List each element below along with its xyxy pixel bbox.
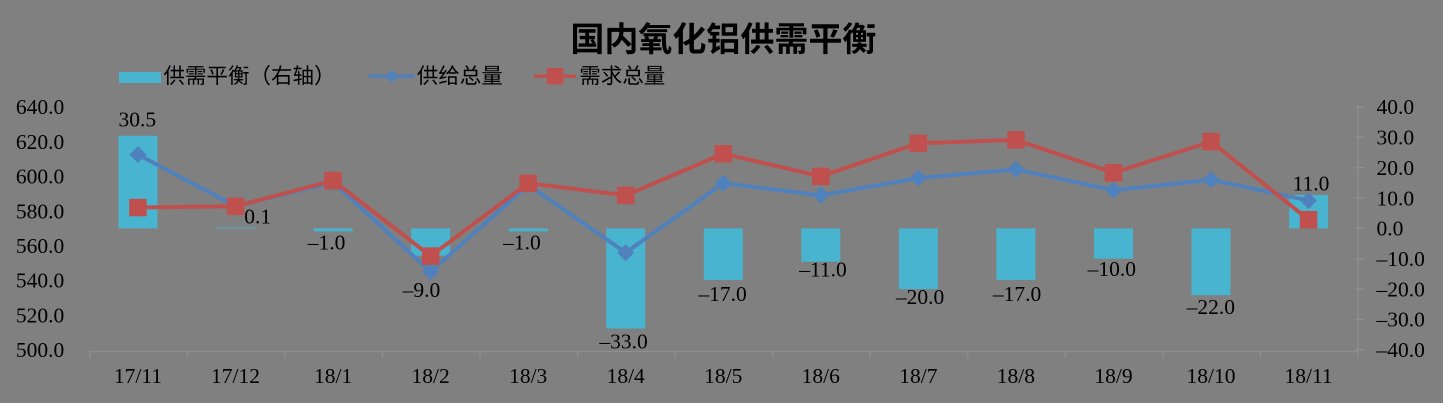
svg-text:18/10: 18/10 xyxy=(1187,364,1236,388)
svg-text:18/3: 18/3 xyxy=(509,364,547,388)
svg-text:18/9: 18/9 xyxy=(1094,364,1132,388)
svg-text:0.0: 0.0 xyxy=(1377,217,1404,241)
svg-text:–1.0: –1.0 xyxy=(502,230,541,254)
svg-text:580.0: 580.0 xyxy=(16,199,64,223)
svg-text:18/5: 18/5 xyxy=(704,364,742,388)
svg-text:–9.0: –9.0 xyxy=(402,278,441,302)
svg-text:20.0: 20.0 xyxy=(1377,156,1415,180)
svg-text:18/8: 18/8 xyxy=(997,364,1035,388)
svg-text:30.0: 30.0 xyxy=(1377,126,1415,150)
svg-text:30.5: 30.5 xyxy=(118,107,156,131)
svg-text:18/1: 18/1 xyxy=(314,364,352,388)
svg-text:18/2: 18/2 xyxy=(411,364,449,388)
svg-text:–40.0: –40.0 xyxy=(1376,338,1425,362)
svg-text:–22.0: –22.0 xyxy=(1186,295,1235,319)
svg-text:520.0: 520.0 xyxy=(16,303,64,327)
svg-text:–17.0: –17.0 xyxy=(992,282,1041,306)
svg-text:18/4: 18/4 xyxy=(607,364,645,388)
svg-text:18/11: 18/11 xyxy=(1285,364,1333,388)
svg-text:–10.0: –10.0 xyxy=(1376,247,1425,271)
svg-text:620.0: 620.0 xyxy=(16,130,64,154)
svg-text:17/11: 17/11 xyxy=(114,364,162,388)
svg-text:–1.0: –1.0 xyxy=(307,230,346,254)
svg-text:–30.0: –30.0 xyxy=(1376,308,1425,332)
svg-text:–10.0: –10.0 xyxy=(1087,257,1136,281)
svg-text:500.0: 500.0 xyxy=(16,338,64,362)
svg-text:18/6: 18/6 xyxy=(802,364,840,388)
svg-text:10.0: 10.0 xyxy=(1377,186,1415,210)
svg-text:560.0: 560.0 xyxy=(16,234,64,258)
svg-text:11.0: 11.0 xyxy=(1293,172,1330,196)
svg-text:600.0: 600.0 xyxy=(16,165,64,189)
svg-text:540.0: 540.0 xyxy=(16,269,64,293)
svg-text:18/7: 18/7 xyxy=(899,364,937,388)
svg-text:–33.0: –33.0 xyxy=(598,329,647,353)
svg-text:–20.0: –20.0 xyxy=(1376,277,1425,301)
svg-text:–20.0: –20.0 xyxy=(895,285,944,309)
svg-text:–17.0: –17.0 xyxy=(697,282,746,306)
svg-text:0.1: 0.1 xyxy=(244,204,271,228)
svg-text:40.0: 40.0 xyxy=(1377,95,1415,119)
svg-text:640.0: 640.0 xyxy=(16,95,64,119)
svg-text:–11.0: –11.0 xyxy=(798,258,847,282)
svg-text:17/12: 17/12 xyxy=(211,364,260,388)
